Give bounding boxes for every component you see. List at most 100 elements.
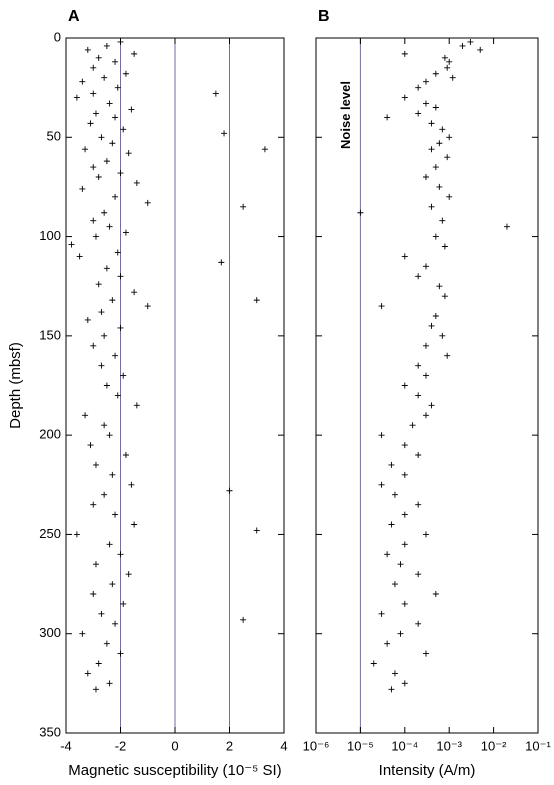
data-point <box>397 630 404 637</box>
data-point <box>357 209 364 216</box>
data-point <box>87 120 94 127</box>
data-point <box>112 511 119 518</box>
data-point <box>446 58 453 65</box>
data-point <box>92 233 99 240</box>
data-point <box>98 362 105 369</box>
data-point <box>415 362 422 369</box>
data-point <box>106 100 113 107</box>
data-point <box>503 223 510 230</box>
y-tick-label: 150 <box>39 327 61 342</box>
data-point <box>391 581 398 588</box>
data-point <box>128 106 135 113</box>
data-point <box>95 281 102 288</box>
data-point <box>117 551 124 558</box>
data-point <box>212 90 219 97</box>
data-point <box>68 241 75 248</box>
data-point <box>391 491 398 498</box>
data-point <box>92 110 99 117</box>
data-point <box>415 110 422 117</box>
data-point <box>432 233 439 240</box>
data-point <box>98 309 105 316</box>
data-point <box>125 571 132 578</box>
data-point <box>477 46 484 53</box>
data-point <box>90 90 97 97</box>
data-point <box>467 38 474 45</box>
data-point <box>112 352 119 359</box>
data-point <box>109 471 116 478</box>
data-point <box>422 78 429 85</box>
data-point <box>112 620 119 627</box>
data-point <box>112 193 119 200</box>
data-point <box>90 591 97 597</box>
y-tick-label: 300 <box>39 625 61 640</box>
data-point <box>109 581 116 588</box>
y-axis-label: Depth (mbsf) <box>7 342 24 429</box>
data-point <box>144 199 151 206</box>
data-point <box>103 382 110 389</box>
data-point <box>73 94 80 101</box>
data-point <box>133 179 140 186</box>
data-point <box>98 610 105 617</box>
data-point <box>441 243 448 250</box>
data-point <box>106 432 113 439</box>
data-point <box>103 42 110 49</box>
data-point <box>444 154 451 161</box>
data-point <box>422 650 429 657</box>
y-tick-label: 200 <box>39 427 61 442</box>
data-point <box>98 134 105 141</box>
data-point <box>125 150 132 157</box>
data-point <box>441 293 448 300</box>
data-point <box>90 342 97 349</box>
data-point <box>401 471 408 478</box>
x-axis-label: Magnetic susceptibility (10⁻⁵ SI) <box>68 762 281 779</box>
data-point <box>397 561 404 568</box>
x-axis-label: Intensity (A/m) <box>379 762 476 779</box>
data-point <box>144 303 151 310</box>
data-point <box>401 382 408 389</box>
data-point <box>446 193 453 200</box>
data-point <box>253 297 260 304</box>
data-point <box>422 174 429 180</box>
data-point <box>79 185 86 192</box>
data-point <box>444 64 451 71</box>
data-point <box>109 297 116 304</box>
data-point <box>401 253 408 260</box>
data-point <box>117 650 124 657</box>
data-point <box>117 38 124 45</box>
data-point <box>436 140 443 147</box>
data-point <box>131 50 138 57</box>
data-point <box>117 324 124 331</box>
data-point <box>76 253 83 260</box>
data-point <box>444 352 451 359</box>
data-point <box>92 561 99 568</box>
data-point <box>388 461 395 468</box>
data-point <box>428 402 435 409</box>
data-point <box>106 680 113 687</box>
data-point <box>103 158 110 165</box>
data-point <box>436 183 443 190</box>
data-point <box>439 126 446 133</box>
data-point <box>370 660 377 667</box>
data-point <box>101 422 108 429</box>
data-point <box>103 265 110 272</box>
data-point <box>101 209 108 216</box>
data-point <box>226 487 233 494</box>
y-tick-label: 100 <box>39 228 61 243</box>
data-point <box>79 630 86 637</box>
data-point <box>82 146 89 153</box>
data-point <box>122 70 129 77</box>
data-point <box>112 58 119 65</box>
data-point <box>218 259 225 266</box>
data-point <box>384 551 391 558</box>
data-point <box>90 164 97 171</box>
data-point <box>384 640 391 647</box>
data-point <box>90 217 97 224</box>
data-point <box>101 491 108 498</box>
data-point <box>131 289 138 296</box>
data-point <box>378 481 385 488</box>
data-point <box>114 249 121 256</box>
data-point <box>120 372 127 379</box>
data-point <box>101 332 108 339</box>
data-point <box>422 372 429 379</box>
data-point <box>101 74 108 81</box>
